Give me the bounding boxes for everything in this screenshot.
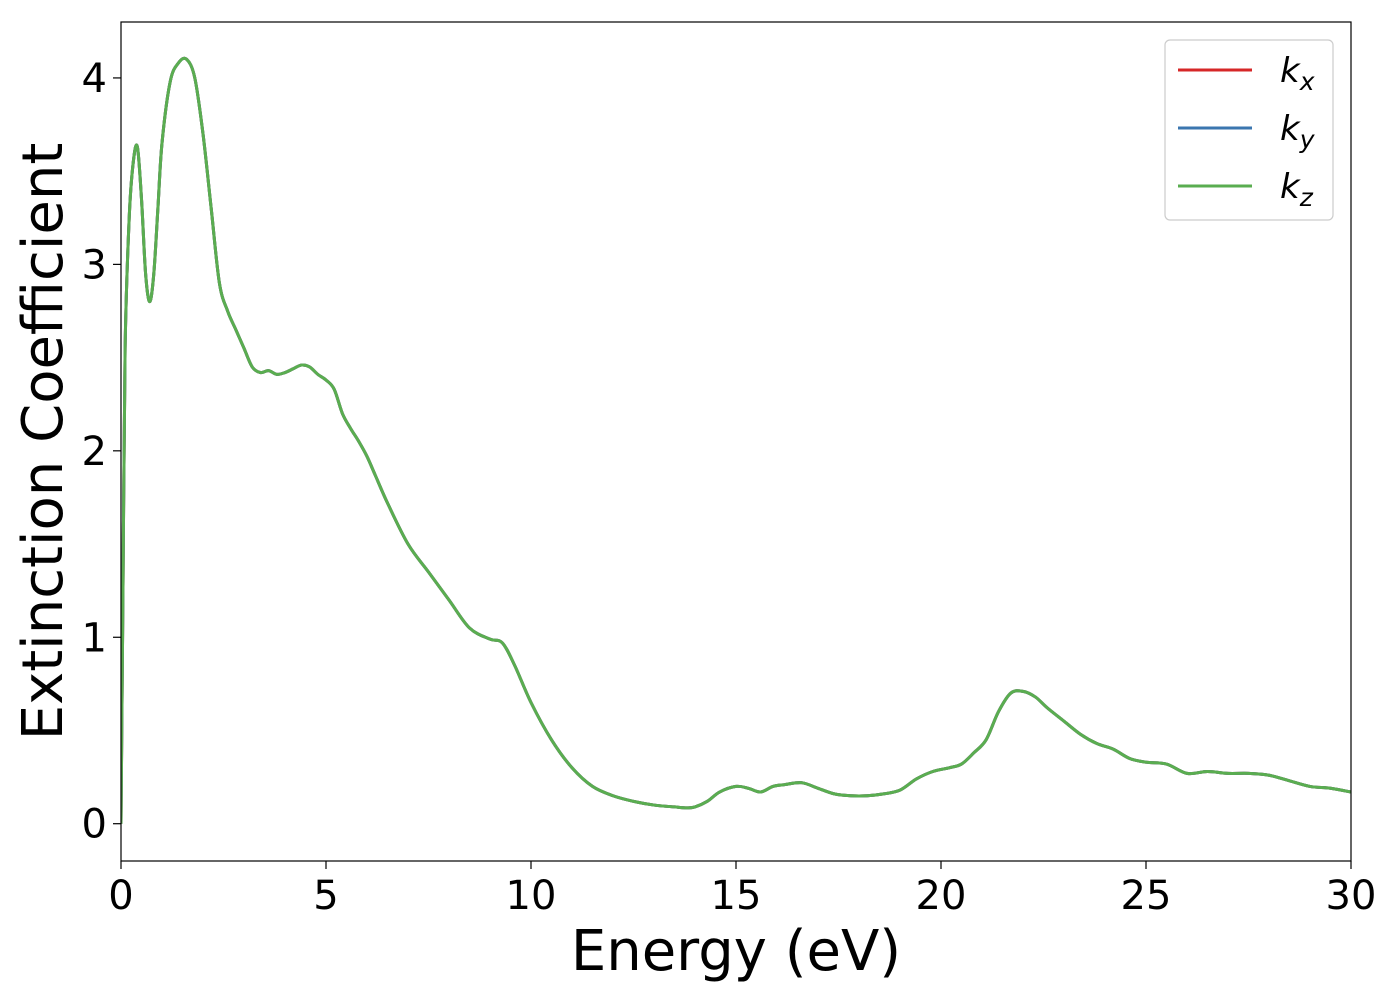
x-tick-label: 0 (108, 873, 133, 919)
legend: kx ky kz (1164, 39, 1334, 221)
x-tick-label: 25 (1121, 873, 1172, 919)
series-layer (121, 56, 1351, 824)
legend-label-kx: kx (1280, 51, 1315, 96)
x-tick-label: 30 (1326, 873, 1377, 919)
legend-label-ky: ky (1280, 109, 1316, 154)
legend-box (1164, 39, 1334, 221)
y-axis-ticks: 0 1 2 3 4 (82, 56, 121, 848)
y-axis-label: Extinction Coefficient (11, 143, 76, 741)
x-tick-label: 15 (711, 873, 762, 919)
y-tick-label: 0 (82, 802, 107, 848)
x-axis-ticks: 0 5 10 15 20 25 30 (108, 861, 1376, 919)
x-tick-label: 5 (313, 873, 338, 919)
y-tick-label: 3 (82, 242, 107, 288)
x-tick-label: 20 (916, 873, 967, 919)
y-tick-label: 2 (82, 429, 107, 475)
y-tick-label: 1 (82, 615, 107, 661)
x-tick-label: 10 (506, 873, 557, 919)
y-tick-label: 4 (82, 56, 107, 102)
series-line-kz (121, 56, 1351, 824)
x-axis-label: Energy (eV) (571, 919, 901, 984)
legend-label-kz: kz (1280, 167, 1314, 212)
